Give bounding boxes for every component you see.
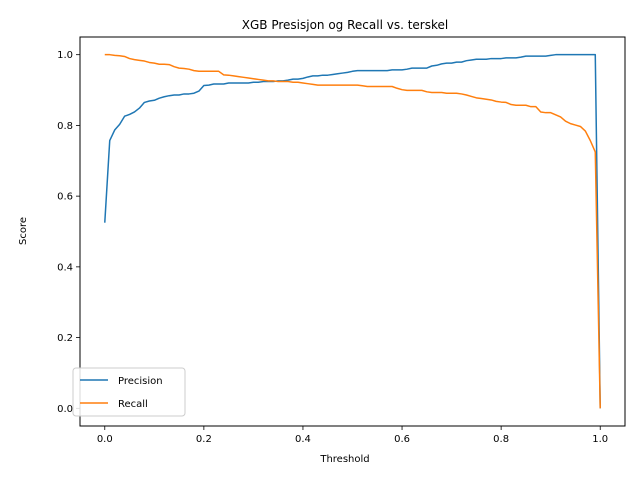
y-axis: 0.0 0.2 0.4 0.6 0.8 1.0 <box>57 50 80 415</box>
x-tick-label: 1.0 <box>592 434 608 445</box>
series-lines <box>104 53 601 409</box>
x-tick-label: 0.4 <box>295 434 311 445</box>
y-axis-label: Score <box>18 217 29 245</box>
legend: Precision Recall <box>72 367 186 417</box>
legend-label-precision: Precision <box>118 376 163 387</box>
series-line-precision <box>104 53 601 409</box>
y-tick-label: 1.0 <box>57 50 73 61</box>
chart-title: XGB Presisjon og Recall vs. terskel <box>242 18 448 32</box>
y-tick-label: 0.8 <box>57 121 73 132</box>
y-tick-label: 0.0 <box>57 404 73 415</box>
legend-label-recall: Recall <box>118 399 148 410</box>
y-tick-label: 0.4 <box>57 262 73 273</box>
series-line-recall <box>104 53 601 409</box>
x-axis-label: Threshold <box>319 454 369 465</box>
y-tick-label: 0.6 <box>57 192 73 203</box>
plot-area <box>79 36 626 427</box>
x-tick-label: 0.0 <box>97 434 113 445</box>
x-tick-label: 0.6 <box>394 434 410 445</box>
x-tick-label: 0.2 <box>196 434 212 445</box>
x-axis: 0.0 0.2 0.4 0.6 0.8 1.0 <box>97 426 608 445</box>
y-tick-label: 0.2 <box>57 333 73 344</box>
axes-frame <box>79 36 626 427</box>
x-tick-label: 0.8 <box>493 434 509 445</box>
